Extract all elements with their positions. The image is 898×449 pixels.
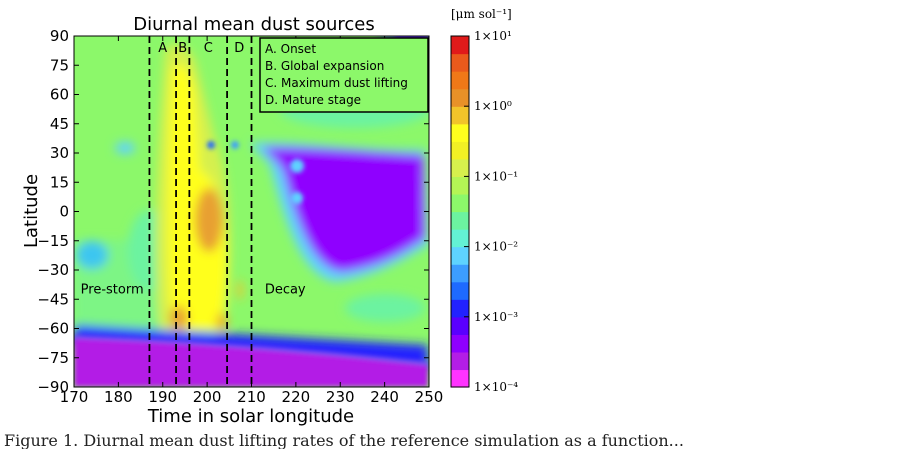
field-decay-spot-1: [290, 159, 304, 173]
colorbar-step: [451, 36, 469, 55]
legend-entry-global-expansion: B. Global expansion: [265, 59, 384, 73]
y-axis-label: Latitude: [21, 174, 42, 248]
chart-title: Diurnal mean dust sources: [133, 14, 374, 35]
colorbar-step: [451, 53, 469, 72]
colorbar-tick-label: 1×10¹: [474, 29, 512, 43]
phase-label: C: [204, 41, 213, 56]
field-onset-core: [170, 306, 188, 330]
y-tick-label: −75: [37, 349, 69, 367]
colorbar-ticks: 1×10¹ 1×10⁰ 1×10⁻¹ 1×10⁻² 1×10⁻³ 1×10⁻⁴: [464, 29, 518, 394]
colorbar-step: [451, 369, 469, 388]
region-annotation: Pre-storm: [81, 282, 144, 297]
field-decay-core: [262, 147, 425, 272]
legend: A. Onset B. Global expansion C. Maximum …: [259, 37, 429, 113]
y-tick-label: 30: [50, 144, 69, 162]
y-tick-label: −30: [37, 261, 69, 279]
x-tick-label: 250: [415, 388, 444, 406]
y-tick-label: 15: [50, 173, 69, 191]
colorbar-tick-label: 1×10⁰: [474, 99, 512, 113]
field-decay-spot-2: [291, 192, 303, 204]
y-tick-label: −60: [37, 320, 69, 338]
legend-entry-max-lifting: C. Maximum dust lifting: [265, 76, 408, 90]
y-tick-label: 60: [50, 86, 69, 104]
colorbar-step: [451, 141, 469, 160]
x-tick-label: 170: [60, 388, 89, 406]
field-teal-south: [345, 294, 425, 322]
region-annotation: Decay: [265, 282, 306, 297]
field-polar-cap-rim: [74, 336, 429, 365]
y-tick-label: 0: [59, 203, 69, 221]
x-tick-label: 220: [282, 388, 311, 406]
x-tick-label: 200: [193, 388, 222, 406]
field-max-lifting-core: [195, 188, 223, 252]
colorbar-step: [451, 176, 469, 195]
colorbar-steps: [451, 36, 469, 388]
colorbar-tick-label: 1×10⁻³: [474, 310, 518, 324]
colorbar-step: [451, 316, 469, 335]
legend-entry-mature: D. Mature stage: [265, 93, 361, 107]
colorbar-step: [451, 299, 469, 318]
colorbar-step: [451, 351, 469, 371]
legend-box: [259, 37, 429, 113]
y-tick-label: −45: [37, 290, 69, 308]
y-tick-label: −90: [37, 378, 69, 396]
y-tick-label: 75: [50, 56, 69, 74]
colorbar-step: [451, 246, 469, 265]
colorbar-step: [451, 211, 469, 230]
colorbar-step: [451, 123, 469, 142]
colorbar-step: [451, 193, 469, 213]
field-spot-b: [231, 141, 239, 149]
annotations: Pre-storm Decay: [81, 282, 306, 297]
colorbar-step: [451, 106, 469, 125]
colorbar-step: [451, 264, 469, 283]
x-tick-label: 230: [326, 388, 355, 406]
colorbar-tick-label: 1×10⁻²: [474, 240, 518, 254]
colorbar: [μm sol⁻¹] 1×10¹1×10⁰1×10⁻¹1×10⁻²1×10⁻³1…: [450, 7, 518, 394]
legend-entry-onset: A. Onset: [265, 42, 316, 56]
colorbar-tick-label: 1×10⁻¹: [474, 169, 518, 183]
y-tick-label: 90: [50, 27, 69, 45]
chart-figure: Diurnal mean dust sources: [21, 7, 518, 427]
colorbar-step: [451, 71, 469, 90]
x-tick-label: 240: [370, 388, 399, 406]
field-spot-a: [207, 141, 215, 149]
field-storm-column-inner: [167, 64, 227, 330]
field-mature-core: [216, 313, 228, 331]
field-mature-spot: [237, 280, 243, 300]
colorbar-step: [451, 334, 469, 353]
x-axis-ticks: 170 180 190 200 210 220 230 240 250: [60, 36, 444, 406]
y-axis-ticks: 90 75 60 45 30 15 0 −15 −30 −45 −60 −75 −90: [37, 27, 429, 396]
colorbar-step: [451, 229, 469, 248]
y-tick-label: 45: [50, 115, 69, 133]
x-tick-label: 180: [104, 388, 133, 406]
phase-label: B: [178, 41, 187, 56]
x-tick-label: 190: [148, 388, 177, 406]
figure-caption: Figure 1. Diurnal mean dust lifting rate…: [4, 432, 684, 449]
phase-label: A: [158, 41, 167, 56]
colorbar-step: [451, 281, 469, 300]
colorbar-unit-label: [μm sol⁻¹]: [451, 7, 512, 21]
colorbar-frame: [450, 35, 470, 388]
x-axis-label: Time in solar longitude: [147, 406, 354, 427]
phase-label: D: [234, 41, 244, 56]
colorbar-step: [451, 158, 469, 177]
colorbar-tick-label: 1×10⁻⁴: [474, 380, 518, 394]
colorbar-step: [451, 88, 469, 107]
y-tick-label: −15: [37, 232, 69, 250]
field-cyan-patch-west: [76, 241, 108, 269]
field-cyan-patch-north: [115, 142, 135, 154]
x-tick-label: 210: [237, 388, 266, 406]
